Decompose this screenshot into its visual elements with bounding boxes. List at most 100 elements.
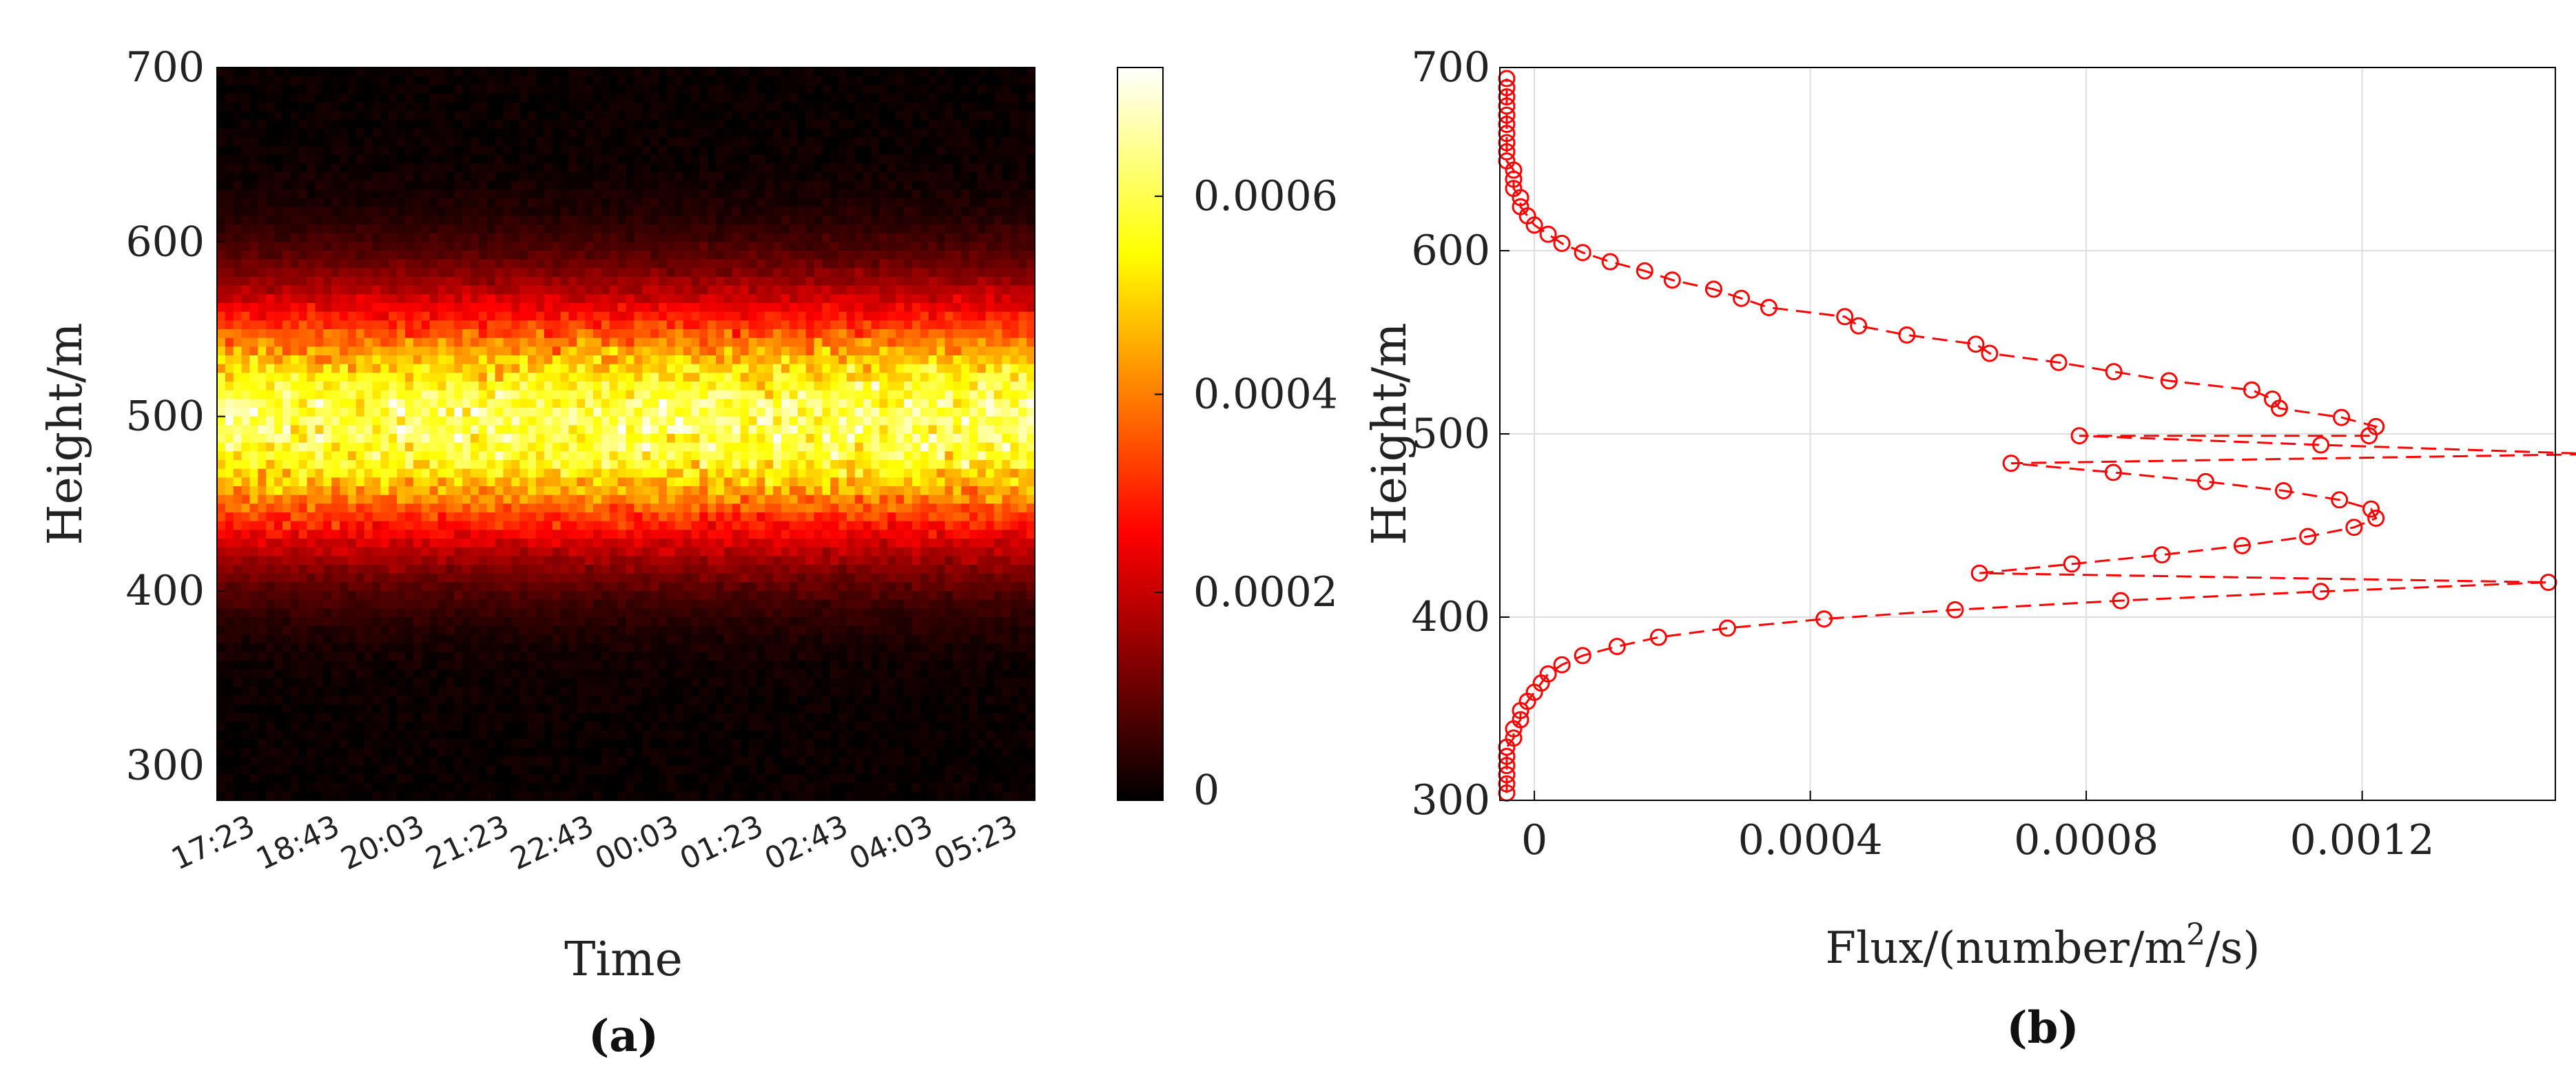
heatmap-cell <box>568 146 577 156</box>
heatmap-cell <box>814 451 823 461</box>
heatmap-cell <box>389 477 398 487</box>
heatmap-cell <box>945 468 954 478</box>
heatmap-cell <box>896 460 905 470</box>
heatmap-cell <box>993 337 1003 347</box>
heatmap-cell <box>298 163 308 173</box>
heatmap-cell <box>364 94 373 103</box>
heatmap-cell <box>437 468 446 478</box>
heatmap-cell <box>486 329 496 339</box>
heatmap-cell <box>454 451 463 461</box>
heatmap-cell <box>1018 355 1027 365</box>
heatmap-cell <box>658 285 668 295</box>
heatmap-cell <box>437 434 446 444</box>
heatmap-cell <box>911 120 921 129</box>
heatmap-cell <box>462 102 471 112</box>
heatmap-cell <box>953 355 962 365</box>
heatmap-cell <box>609 225 619 234</box>
heatmap-cell <box>723 94 733 103</box>
heatmap-cell <box>765 85 774 94</box>
heatmap-cell <box>716 355 725 365</box>
heatmap-cell <box>871 416 880 426</box>
heatmap-cell <box>985 94 995 103</box>
heatmap-cell <box>241 128 251 138</box>
heatmap-cell <box>528 128 537 138</box>
heatmap-cell <box>495 442 504 452</box>
heatmap-cell <box>846 434 856 444</box>
heatmap-cell <box>896 337 905 347</box>
heatmap-cell <box>896 172 905 182</box>
heatmap-cell <box>911 416 921 426</box>
heatmap-cell <box>495 85 504 94</box>
heatmap-cell <box>896 277 905 287</box>
heatmap-cell <box>846 355 856 365</box>
heatmap-cell <box>585 154 594 164</box>
heatmap-cell <box>446 198 455 208</box>
heatmap-cell <box>609 425 619 435</box>
heatmap-cell <box>732 146 741 156</box>
heatmap-cell <box>1018 303 1027 313</box>
heatmap-cell <box>708 477 717 487</box>
heatmap-cell <box>993 120 1003 129</box>
heatmap-cell <box>896 442 905 452</box>
heatmap-cell <box>920 233 929 242</box>
heatmap-cell <box>454 337 463 347</box>
heatmap-cell <box>356 85 365 94</box>
heatmap-cell <box>756 172 765 182</box>
heatmap-cell <box>568 337 577 347</box>
heatmap-cell <box>568 442 577 452</box>
heatmap-cell <box>846 216 856 225</box>
heatmap-cell <box>233 94 243 103</box>
heatmap-cell <box>797 67 807 77</box>
heatmap-cell <box>993 442 1003 452</box>
heatmap-cell <box>691 294 700 304</box>
heatmap-cell <box>274 390 283 399</box>
heatmap-cell <box>896 76 905 85</box>
heatmap-cell <box>446 442 455 452</box>
heatmap-cell <box>560 120 570 129</box>
heatmap-cell <box>904 434 913 444</box>
heatmap-cell <box>904 408 913 417</box>
heatmap-cell <box>495 355 504 365</box>
heatmap-cell <box>217 189 226 199</box>
heatmap-cell <box>691 67 700 77</box>
heatmap-cell <box>315 180 324 190</box>
heatmap-cell <box>544 76 553 85</box>
heatmap-cell <box>1018 137 1027 147</box>
heatmap-cell <box>953 303 962 313</box>
heatmap-cell <box>985 102 995 112</box>
heatmap-cell <box>225 146 234 156</box>
heatmap-cell <box>323 285 332 295</box>
heatmap-cell <box>274 137 283 147</box>
heatmap-cell <box>683 268 692 278</box>
heatmap-cell <box>389 85 398 94</box>
heatmap-cell <box>911 442 921 452</box>
heatmap-cell <box>871 154 880 164</box>
heatmap-cell <box>765 294 774 304</box>
heatmap-cell <box>920 76 929 85</box>
heatmap-cell <box>528 233 537 242</box>
heatmap-cell <box>650 94 659 103</box>
heatmap-cell <box>797 355 807 365</box>
heatmap-cell <box>585 259 594 269</box>
heatmap-cell <box>535 460 545 470</box>
heatmap-cell <box>977 416 987 426</box>
heatmap-cell <box>773 425 782 435</box>
heatmap-cell <box>258 137 267 147</box>
heatmap-cell <box>708 320 717 330</box>
heatmap-cell <box>658 416 668 426</box>
heatmap-cell <box>765 198 774 208</box>
heatmap-cell <box>486 382 496 391</box>
heatmap-cell <box>462 320 471 330</box>
heatmap-cell <box>617 242 627 251</box>
heatmap-cell <box>830 285 839 295</box>
heatmap-cell <box>380 451 389 461</box>
heatmap-cell <box>879 94 888 103</box>
heatmap-cell <box>372 364 381 373</box>
heatmap-cell <box>838 425 847 435</box>
heatmap-cell <box>854 416 864 426</box>
heatmap-cell <box>323 442 332 452</box>
heatmap-cell <box>446 355 455 365</box>
heatmap-cell <box>462 146 471 156</box>
heatmap-cell <box>977 102 987 112</box>
heatmap-cell <box>920 207 929 216</box>
